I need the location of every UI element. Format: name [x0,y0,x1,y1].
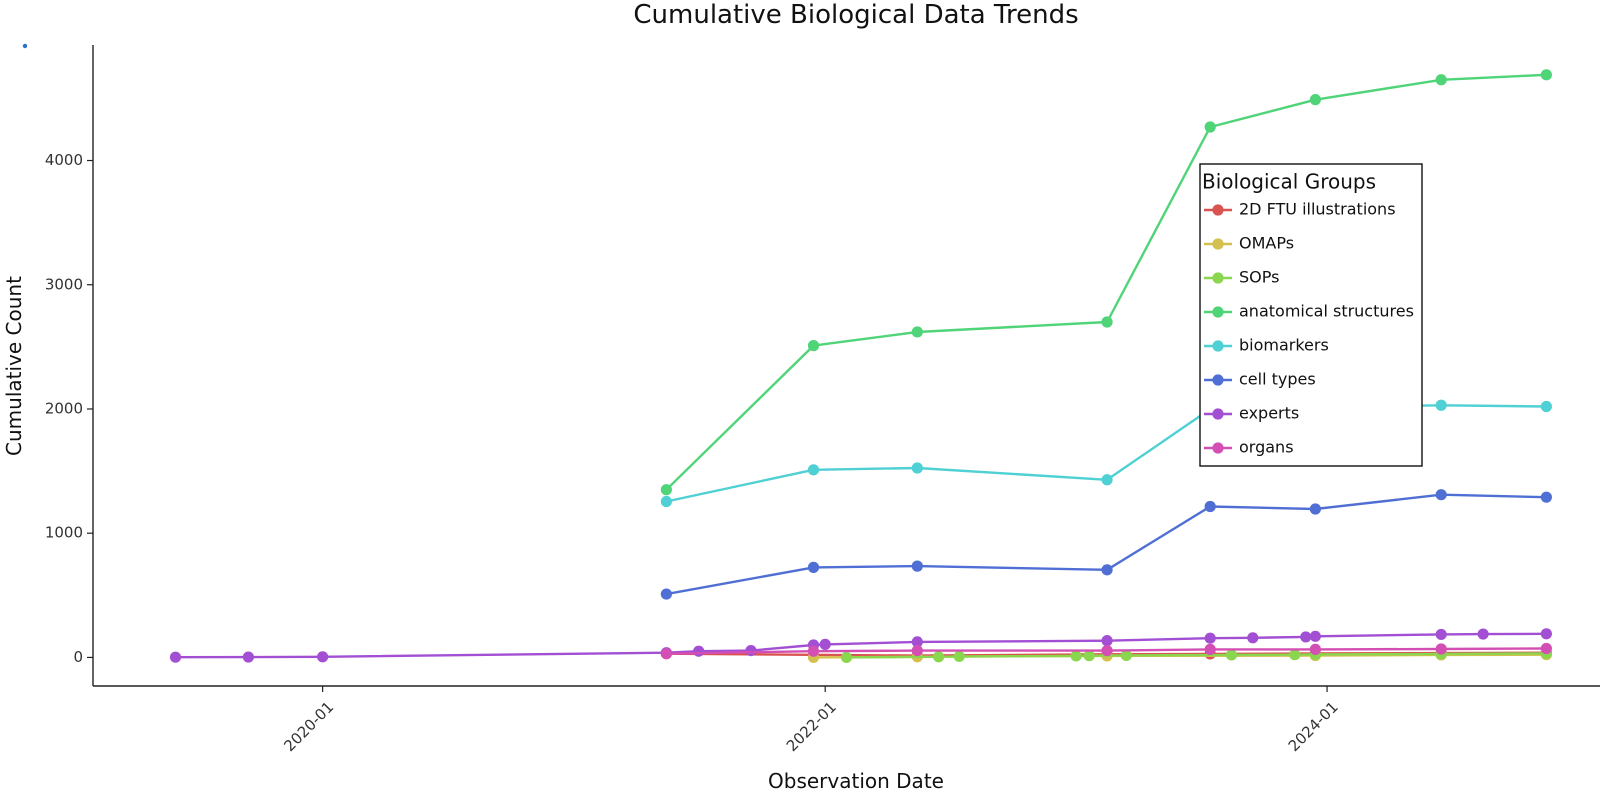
data-point [807,464,820,476]
data-point [660,588,672,600]
data-point [660,495,672,508]
legend-label: 2D FTU illustrations [1239,200,1396,219]
data-point [693,645,705,657]
data-point [1101,474,1113,486]
data-point [1435,399,1447,411]
data-point [807,561,820,573]
legend-marker [1212,442,1224,454]
data-point [660,648,672,660]
data-point [840,651,853,664]
data-point [1101,316,1113,328]
data-point [1070,650,1082,662]
data-point [807,340,820,352]
data-point [1120,649,1132,662]
legend-label: biomarkers [1239,336,1329,355]
data-point [911,560,923,572]
legend-label: cell types [1239,370,1316,389]
data-point [1204,121,1216,133]
data-point [1477,628,1489,640]
data-point [1540,642,1552,655]
data-point [1540,628,1552,640]
series-line [665,73,1547,491]
x-tick-label: 2020-01 [280,698,337,755]
data-point [1204,632,1216,644]
data-point [1309,643,1321,655]
data-point [1540,491,1552,503]
legend-box [1199,163,1423,467]
data-point [807,645,820,657]
data-point [745,644,757,657]
legend-marker [1212,340,1224,352]
x-ticks: 2020-01 2022-01 2024-01 [280,686,1342,755]
data-point [1101,644,1113,657]
data-point [953,650,965,663]
legend-marker [1212,374,1224,386]
data-point [1289,649,1301,661]
data-point [911,636,923,648]
y-axis-title: Cumulative Count [2,276,26,456]
data-point [660,484,672,496]
y-tick-label: 3000 [45,275,83,293]
series-group [660,489,1552,600]
series-line [666,647,1547,655]
data-point [1540,400,1552,413]
chart-title: Cumulative Biological Data Trends [633,0,1078,30]
data-point [1435,489,1447,501]
data-point [242,651,254,663]
data-point [1204,500,1216,513]
legend-label: experts [1239,404,1299,423]
data-point [1309,503,1321,515]
x-tick-label: 2024-01 [1285,698,1342,755]
legend-label: anatomical structures [1239,302,1414,321]
legend-marker [1212,272,1224,284]
data-point [819,638,831,650]
data-point [1101,564,1113,576]
x-axis-title: Observation Date [768,769,944,793]
x-tick-label: 2022-01 [783,698,840,755]
axes [92,45,1600,687]
legend: Biological Groups 2D FTU illustrations OM… [1199,163,1423,467]
legend-marker [1212,204,1224,216]
data-point [1101,635,1113,647]
series-group [660,642,1552,660]
data-point [1435,628,1447,641]
legend-marker [1212,408,1224,420]
data-point [1300,631,1312,643]
legend-items: 2D FTU illustrations OMAPs SOPs anatomical … [1204,200,1414,457]
data-point [1309,94,1321,106]
legend-label: organs [1239,438,1294,457]
legend-title: Biological Groups [1202,170,1376,194]
series-line [666,493,1547,596]
y-tick-label: 4000 [45,151,83,169]
y-tick-label: 2000 [45,399,83,417]
data-point [1435,643,1447,655]
data-point [933,651,945,663]
data-point [1083,650,1095,662]
y-tick-label: 1000 [45,524,83,542]
data-point [1435,74,1447,86]
data-point [911,644,923,657]
data-point [1247,632,1259,644]
data-point [1204,643,1216,655]
legend-marker [1212,238,1224,250]
stray-dot-marker [22,43,28,49]
data-point [911,326,923,338]
data-point [911,462,923,474]
data-point [1309,630,1321,642]
data-point [1540,69,1552,81]
series-group [660,69,1552,496]
y-tick-label: 0 [73,648,83,666]
y-ticks: 0 1000 2000 3000 4000 [45,151,93,666]
legend-label: OMAPs [1239,234,1294,253]
data-point [1225,649,1238,661]
data-point [317,651,329,663]
legend-label: SOPs [1239,268,1279,287]
data-point [169,651,182,663]
legend-marker [1212,306,1224,318]
